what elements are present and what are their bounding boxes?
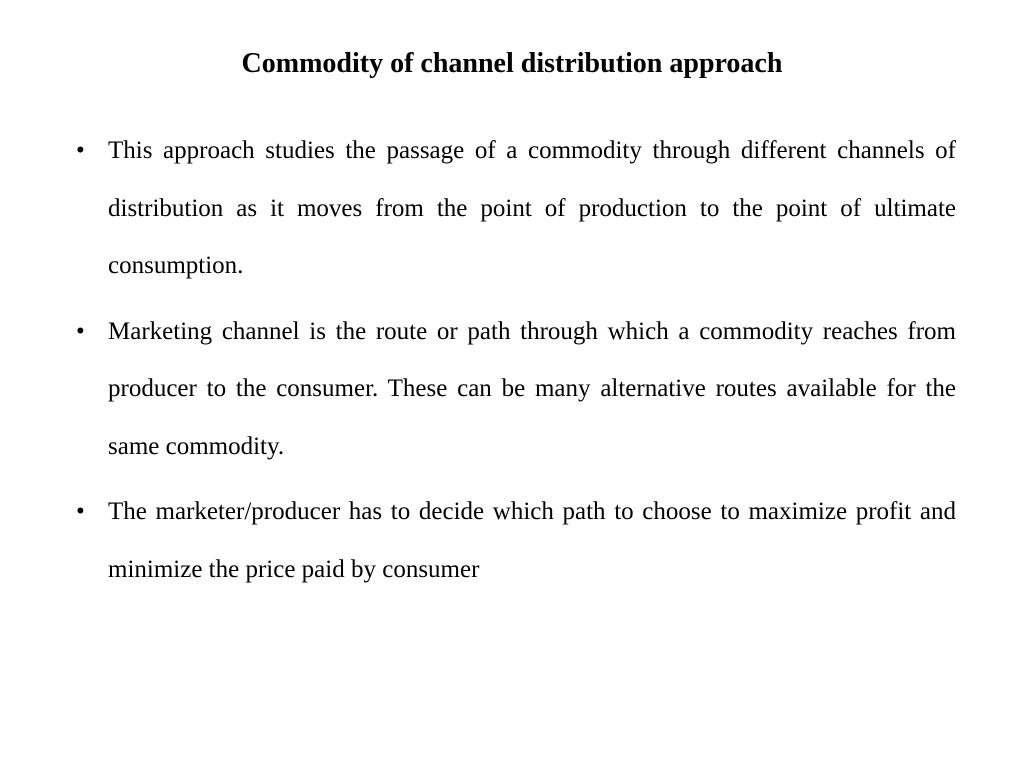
list-item: This approach studies the passage of a c… [68,122,956,295]
slide: Commodity of channel distribution approa… [0,0,1024,768]
list-item: The marketer/producer has to decide whic… [68,483,956,598]
list-item: Marketing channel is the route or path t… [68,303,956,476]
slide-title: Commodity of channel distribution approa… [68,48,956,80]
bullet-list: This approach studies the passage of a c… [68,122,956,598]
